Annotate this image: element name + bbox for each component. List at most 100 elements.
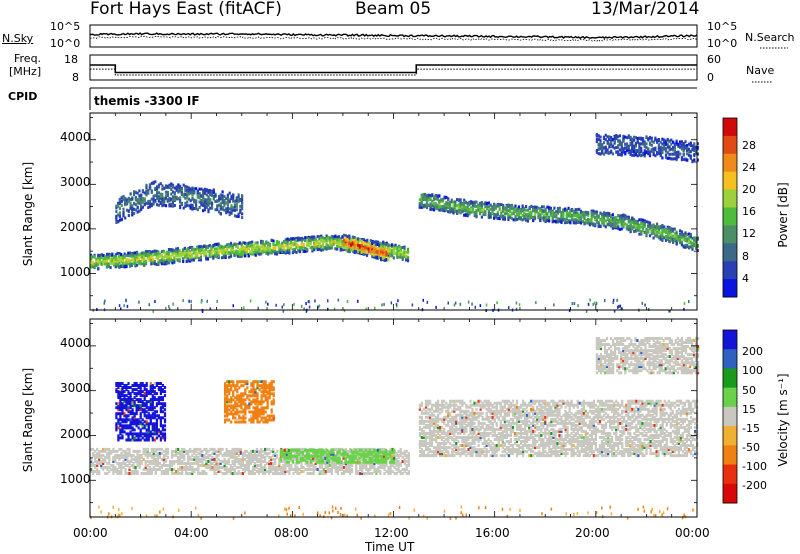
power-cell [357,250,360,253]
power-cell [673,157,676,161]
power-cell [275,303,277,307]
velocity-cell [126,453,129,457]
velocity-cell [211,462,214,465]
power-cell [274,252,277,256]
power-cell [282,309,285,313]
velocity-cell [185,470,188,473]
power-cell [385,258,388,262]
power-cell [133,190,136,194]
power-cell [219,207,222,211]
velocity-cell [253,453,257,457]
power-cell [505,204,508,208]
power-cell [116,258,119,262]
power-cell [601,150,604,154]
power-cell [627,135,630,139]
velocity-cell [243,470,246,473]
power-cell [309,242,312,246]
power-cell [615,137,618,141]
power-cell [235,202,238,206]
velocity-cell [223,472,226,475]
power-cell [127,254,130,258]
power-cell [427,195,430,199]
power-cell [673,234,676,238]
power-cell [104,299,106,303]
power-cell [309,246,312,250]
power-cell [171,201,175,205]
velocity-cell [197,447,200,451]
power-cell [309,236,312,240]
power-cell [274,245,277,249]
power-cell [161,199,164,203]
velocity-cell [144,453,147,457]
power-cell [583,215,586,219]
velocity-cell [128,453,131,457]
power-cell [378,256,381,259]
power-cell [167,255,171,259]
velocity-cell [223,462,226,465]
power-cell [267,302,269,306]
power-cell [298,245,302,249]
power-cell [341,235,344,239]
power-cell [675,241,678,245]
power-cell [183,255,186,259]
power-cell [290,246,293,250]
velocity-cell [173,462,176,465]
power-cell [661,231,664,235]
power-cell [466,213,469,217]
power-cell [286,251,289,254]
power-cell [203,244,206,248]
velocity-cell [96,462,99,465]
power-cell [265,250,268,254]
power-cell [638,153,641,157]
velocity-cell [132,449,135,453]
velocity-cell [191,472,194,475]
velocity-cell [126,457,129,461]
power-cell [396,246,399,249]
velocity-cell [229,464,232,467]
power-cell [164,190,168,194]
power-cell [503,212,506,216]
velocity-cell [245,460,248,463]
power-cell [436,205,439,209]
velocity-cell [124,455,127,459]
power-cell [468,210,471,214]
power-cell [634,136,637,140]
power-cell [206,245,209,248]
power-cell [391,248,394,252]
velocity-cell [233,460,236,463]
power-cell [691,244,694,248]
velocity-cell [255,449,259,453]
power-cell [173,204,176,207]
velocity-cell [96,453,99,457]
power-cell [631,140,634,144]
power-cell [627,151,630,155]
power-cell [581,220,584,224]
power-cell [226,193,229,197]
velocity-cell [185,472,188,475]
power-cell [304,246,307,250]
power-cell [367,249,370,253]
velocity-cell [177,447,180,451]
power-cell [123,265,126,269]
velocity-cell [179,462,182,465]
power-cell [376,243,379,246]
power-cell [585,309,588,313]
velocity-cell [160,472,163,475]
power-cell [163,200,166,204]
power-cell [599,135,602,139]
power-cell [398,255,401,259]
velocity-cell [116,453,119,457]
velocity-cell [253,451,257,455]
power-cell [111,255,114,259]
velocity-cell [298,468,301,471]
power-cell [663,225,666,229]
power-cell [565,212,568,216]
power-cell [358,239,362,243]
power-cell [205,252,208,256]
velocity-cell [294,462,297,465]
power-cell [138,194,141,198]
velocity-cell [187,468,190,471]
power-cell [374,248,377,252]
power-cell [433,202,436,206]
power-cell [251,246,254,250]
